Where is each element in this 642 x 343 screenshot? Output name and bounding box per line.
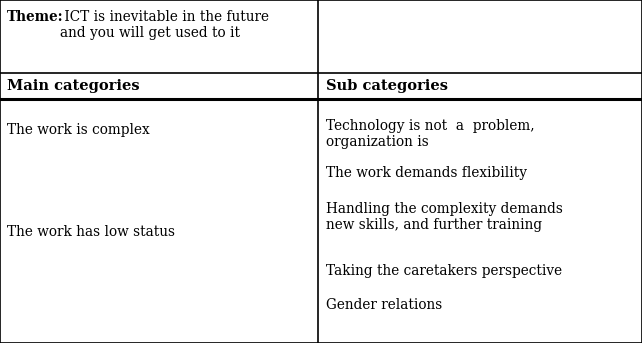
Text: The work is complex: The work is complex [7,123,150,137]
Text: Main categories: Main categories [7,79,140,93]
Text: Theme:: Theme: [7,10,64,24]
Text: ICT is inevitable in the future
and you will get used to it: ICT is inevitable in the future and you … [60,10,268,40]
Text: Sub categories: Sub categories [325,79,447,93]
Text: The work has low status: The work has low status [7,225,175,239]
Text: Handling the complexity demands
new skills, and further training: Handling the complexity demands new skil… [325,202,562,232]
Text: Gender relations: Gender relations [325,298,442,311]
Text: Technology is not  a  problem,
organization is: Technology is not a problem, organizatio… [325,119,534,149]
Text: The work demands flexibility: The work demands flexibility [325,166,526,180]
Text: Taking the caretakers perspective: Taking the caretakers perspective [325,264,562,278]
